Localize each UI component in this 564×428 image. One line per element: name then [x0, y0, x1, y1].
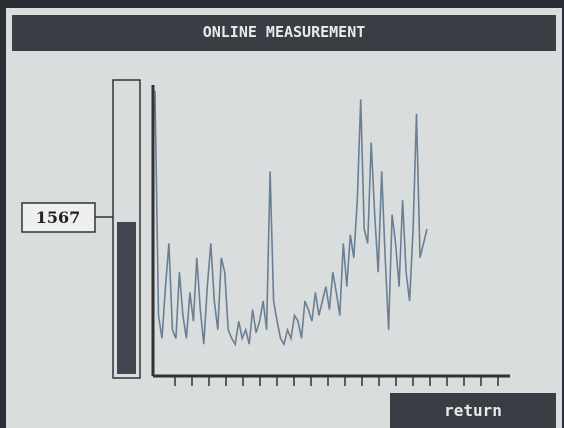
lcd-background — [6, 8, 562, 428]
waveform — [154, 90, 428, 347]
readout-value: 1567 — [36, 208, 81, 227]
return-button[interactable] — [390, 393, 556, 428]
screen-title: ONLINE MEASUREMENT — [203, 23, 366, 41]
readout-box — [21, 202, 96, 233]
header-bar — [12, 15, 556, 51]
plot — [151, 85, 510, 386]
return-label[interactable]: return — [444, 401, 502, 420]
gauge-outline — [112, 79, 141, 379]
gauge-fill — [117, 222, 136, 374]
